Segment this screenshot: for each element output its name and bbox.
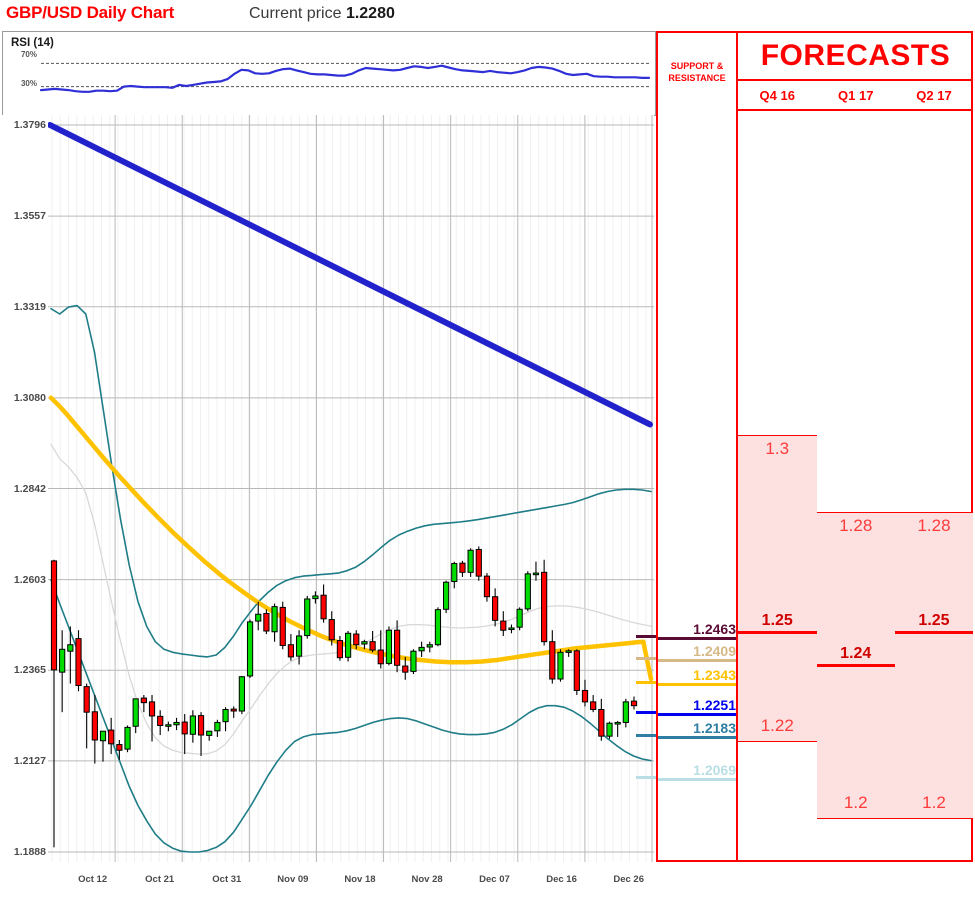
support-resistance-level-line xyxy=(658,637,736,640)
forecast-panel: SUPPORT & RESISTANCE FORECASTS Q4 16 Q1 17… xyxy=(656,31,973,862)
support-resistance-chart-line xyxy=(636,776,656,779)
date-axis-tick: Oct 12 xyxy=(78,874,108,885)
support-resistance-level-value: 1.2251 xyxy=(693,697,736,713)
support-resistance-chart-line xyxy=(636,681,656,684)
support-resistance-level-value: 1.2409 xyxy=(693,643,736,659)
date-axis-tick: Nov 18 xyxy=(344,874,376,885)
forecast-mid-value: 1.24 xyxy=(840,645,872,662)
support-resistance-chart-line xyxy=(636,657,656,660)
forecast-column-header: Q4 16 xyxy=(738,81,817,111)
forecast-column-header: Q1 17 xyxy=(816,81,895,111)
date-axis: Oct 12 Oct 21 Oct 31 Nov 09 Nov 18 Nov 28 Dec … xyxy=(2,862,654,899)
forecast-range-band xyxy=(738,435,817,742)
current-price-label: Current price xyxy=(249,5,342,22)
support-resistance-level-line xyxy=(658,683,736,686)
forecast-midline xyxy=(738,631,817,634)
forecast-midline xyxy=(816,664,895,667)
support-resistance-level-line xyxy=(658,713,736,716)
price-axis-tick: 1.1888 xyxy=(13,846,46,858)
rsi-tick-30: 30% xyxy=(20,79,37,88)
rsi-panel: RSI (14) 30% 70% xyxy=(2,31,656,116)
header-bar: GBP/USD Daily Chart Current price 1.2280 xyxy=(0,0,975,30)
support-resistance-level-line xyxy=(658,736,736,739)
forecast-top-value: 1.3 xyxy=(765,439,790,458)
support-resistance-chart-line xyxy=(636,734,656,737)
forecast-bottom-value: 1.2 xyxy=(922,793,946,812)
support-resistance-header: SUPPORT & RESISTANCE xyxy=(658,33,738,111)
date-axis-tick: Dec 16 xyxy=(546,874,577,885)
price-axis-tick: 1.3557 xyxy=(13,210,46,223)
forecast-bottom-value: 1.22 xyxy=(760,716,794,735)
date-axis-tick: Nov 09 xyxy=(277,874,309,885)
forecast-range-band xyxy=(895,512,973,819)
support-resistance-level-line xyxy=(658,659,736,662)
price-axis-tick: 1.2842 xyxy=(13,482,46,495)
rsi-label: RSI (14) xyxy=(11,37,54,49)
price-axis-tick: 1.2127 xyxy=(13,754,46,767)
rsi-tick-70: 70% xyxy=(20,50,37,59)
candlestick-plot xyxy=(48,115,654,862)
forecast-mid-value: 1.25 xyxy=(918,612,950,629)
forecast-column-header: Q2 17 xyxy=(895,81,973,111)
forecast-mid-value: 1.25 xyxy=(761,612,793,629)
support-resistance-level-value: 1.2183 xyxy=(693,720,736,736)
forecast-column-label: Q1 17 xyxy=(838,87,874,103)
price-axis-tick: 1.2603 xyxy=(13,573,46,586)
forecast-top-value: 1.28 xyxy=(917,516,951,535)
support-resistance-chart-line xyxy=(636,635,656,638)
date-axis-tick: Oct 21 xyxy=(145,874,175,885)
price-axis-tick: 1.3080 xyxy=(13,391,46,404)
support-resistance-level-value: 1.2069 xyxy=(693,762,736,778)
forecast-column-label: Q4 16 xyxy=(759,87,795,103)
price-axis-tick: 1.3796 xyxy=(13,119,46,131)
support-resistance-column xyxy=(658,111,738,860)
forecasts-title-label: FORECASTS xyxy=(760,39,951,72)
date-axis-tick: Dec 26 xyxy=(613,874,644,885)
page-title: GBP/USD Daily Chart xyxy=(6,3,175,22)
support-resistance-level-line xyxy=(658,778,736,781)
support-resistance-header-label: SUPPORT & RESISTANCE xyxy=(668,60,726,83)
date-axis-tick: Dec 07 xyxy=(479,874,510,885)
rsi-plot xyxy=(39,62,651,93)
forecast-bottom-value: 1.2 xyxy=(843,793,868,812)
forecast-midline xyxy=(895,631,973,634)
price-axis-tick: 1.2365 xyxy=(13,664,46,677)
price-axis-labels: 1.3796 1.3557 1.3319 1.3080 1.2842 1.2603 1.23… xyxy=(2,115,46,862)
support-resistance-level-value: 1.2343 xyxy=(693,667,736,683)
support-resistance-chart-line xyxy=(636,711,656,714)
forecast-top-value: 1.28 xyxy=(839,516,873,535)
price-axis-tick: 1.3319 xyxy=(13,300,46,313)
current-price: Current price 1.2280 xyxy=(249,5,395,23)
support-resistance-level-value: 1.2463 xyxy=(693,621,736,637)
current-price-value: 1.2280 xyxy=(345,5,395,22)
date-axis-tick: Oct 31 xyxy=(212,874,242,885)
price-chart-panel: 1.3796 1.3557 1.3319 1.3080 1.2842 1.2603 1.23… xyxy=(2,115,654,862)
forecasts-title: FORECASTS xyxy=(738,33,973,81)
date-axis-tick: Nov 28 xyxy=(411,874,443,885)
forecast-column-label: Q2 17 xyxy=(916,87,952,103)
